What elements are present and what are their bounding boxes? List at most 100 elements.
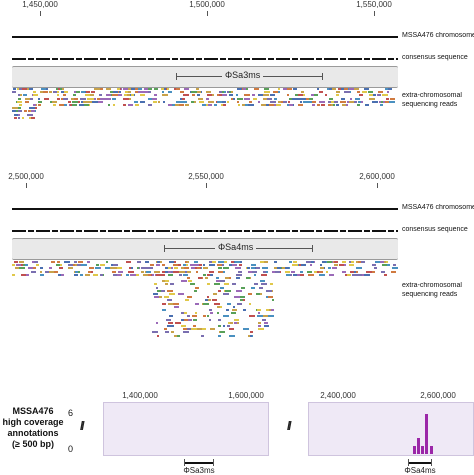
read-mark [135,91,139,94]
read-mark [178,273,182,276]
read-mark [157,289,161,292]
read-mark [252,270,257,273]
read-mark [258,286,264,289]
read-mark [288,261,292,263]
read-mark [87,100,93,103]
read-mark [154,270,160,273]
read-mark [262,318,267,321]
read-mark [268,309,272,311]
read-mark [336,91,341,94]
read-mark [342,264,346,267]
read-mark [183,331,189,334]
read-mark [236,277,241,279]
read-mark [151,97,157,100]
read-mark [361,91,368,94]
read-mark [21,273,26,276]
read-mark [178,104,185,106]
read-mark [239,299,244,302]
read-mark [351,261,354,263]
read-mark [173,334,177,337]
read-mark [96,264,100,267]
read-mark [49,100,54,103]
read-mark [361,273,365,276]
read-mark [164,270,169,273]
read-mark [220,280,225,283]
read-mark [33,94,38,97]
read-mark [270,94,275,97]
consensus-track [12,230,398,232]
read-mark [125,94,130,97]
read-mark [386,97,390,100]
coverage-plot-left [103,402,269,456]
read-mark [122,88,129,90]
read-mark [293,261,297,263]
read-mark [74,97,78,100]
read-mark [98,267,102,270]
read-mark [61,273,65,276]
read-mark [168,267,172,270]
read-mark [21,88,28,90]
read-mark [380,261,384,263]
read-mark [219,305,223,308]
read-mark [157,261,161,263]
read-mark [360,100,363,103]
read-mark [152,293,158,295]
read-mark [276,267,282,270]
coverage-tick-label: 2,600,000 [420,391,456,400]
read-mark [208,261,213,263]
read-mark [67,267,73,270]
read-mark [189,264,196,267]
read-mark [201,104,206,106]
read-mark [231,312,236,315]
read-mark [341,261,346,263]
read-mark [165,331,169,334]
axis-tick-label: 1,550,000 [356,0,392,9]
read-mark [117,88,121,90]
read-mark [127,88,132,90]
read-mark [186,264,189,267]
read-mark [56,94,60,97]
read-mark [251,264,257,267]
read-mark [99,273,103,276]
read-mark [204,277,209,279]
read-mark [226,91,230,94]
read-mark [161,270,165,273]
read-mark [184,318,188,321]
read-mark [238,270,243,273]
read-mark [153,283,158,286]
read-mark [182,97,185,100]
read-mark [206,91,211,94]
read-mark [250,315,255,318]
read-mark [301,91,305,94]
read-mark [33,267,37,270]
read-mark [170,104,177,106]
read-mark [271,299,275,302]
read-mark [78,104,85,106]
read-mark [373,94,376,97]
consensus-label: consensus sequence [402,226,468,233]
read-mark [325,270,328,273]
read-mark [214,302,220,305]
read-mark [145,261,149,263]
read-mark [147,91,151,94]
read-mark [380,104,383,106]
read-mark [268,315,274,318]
read-mark [329,273,335,276]
read-mark [14,261,18,263]
read-mark [265,270,268,273]
read-mark [93,273,98,276]
read-mark [208,100,214,103]
read-mark [195,270,199,273]
read-mark [244,104,249,106]
read-mark [300,273,303,276]
read-mark [210,312,213,315]
read-mark [266,97,272,100]
read-mark [130,267,134,270]
read-mark [118,270,124,273]
read-mark [384,88,389,90]
read-mark [167,91,172,94]
read-mark [220,286,225,289]
read-mark [112,94,118,97]
read-mark [388,100,395,103]
read-mark [68,100,72,103]
